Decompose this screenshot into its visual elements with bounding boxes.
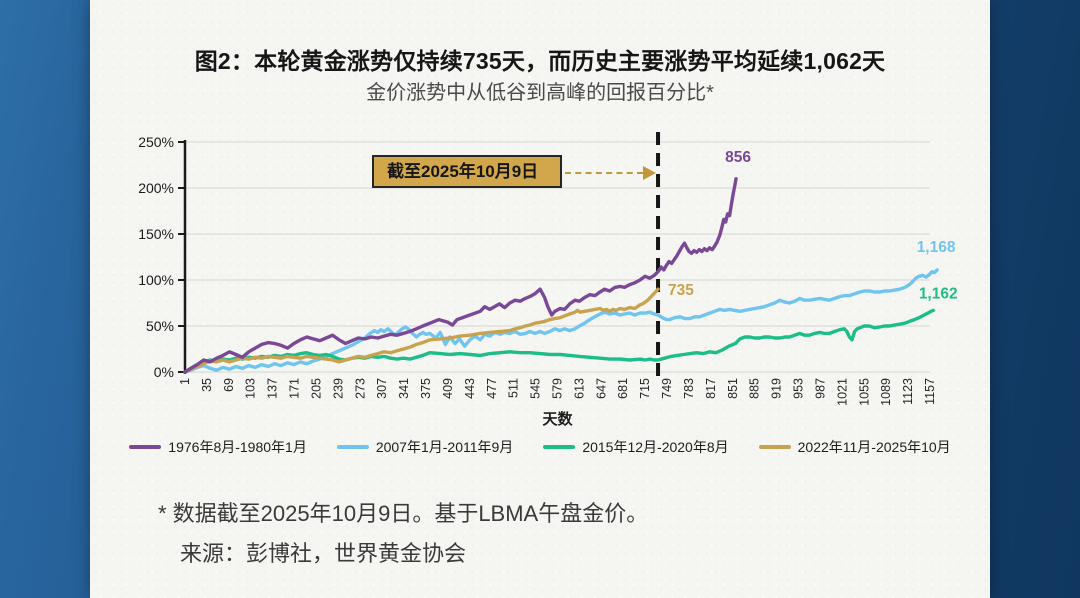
x-axis-label: 375	[419, 378, 433, 399]
chart-legend: 1976年8月-1980年1月 2007年1月-2011年9月 2015年12月…	[90, 437, 990, 457]
legend-swatch-green	[543, 445, 576, 449]
x-axis-label: 1123	[901, 378, 915, 405]
asof-date-callout: 截至2025年10月9日	[372, 155, 562, 188]
gold-rally-line-chart: 0% 50% 100% 150% 200% 250% 1 35 69 103 137 171 205 23…	[138, 132, 958, 428]
x-axis-label: 205	[309, 378, 323, 399]
x-axis-label: 1	[178, 378, 192, 385]
x-axis-label: 783	[682, 378, 696, 399]
y-axis-label: 200%	[138, 180, 174, 196]
x-axis-label: 545	[529, 378, 543, 399]
x-axis-label: 749	[660, 378, 674, 399]
y-axis-label: 250%	[138, 134, 174, 150]
x-axis-label: 137	[266, 378, 280, 399]
x-axis-label: 69	[222, 378, 236, 392]
source-line: 来源：彭博社，世界黄金协会	[180, 541, 467, 566]
x-axis-label: 919	[770, 378, 784, 399]
x-axis-label: 341	[397, 378, 411, 399]
x-axis-label: 443	[463, 378, 477, 399]
callout-arrow-head-icon	[643, 166, 656, 180]
x-axis-label: 681	[616, 378, 630, 399]
series-line	[183, 287, 660, 374]
x-axis-label: 579	[551, 378, 565, 399]
x-axis-label: 715	[638, 378, 652, 399]
x-axis-label: 307	[375, 378, 389, 399]
x-axis-label: 1157	[923, 378, 937, 405]
x-axis-label: 409	[441, 378, 455, 399]
data-footnote: * 数据截至2025年10月9日。基于LBMA午盘金价。	[158, 501, 649, 526]
legend-label: 2022年11月-2025年10月	[797, 439, 951, 455]
legend-swatch-purple	[129, 445, 162, 449]
x-axis-label: 239	[331, 378, 345, 399]
series-line	[183, 177, 738, 374]
x-axis-label: 1021	[835, 378, 849, 406]
x-axis-label: 511	[507, 378, 521, 398]
x-axis-label: 817	[704, 378, 718, 399]
x-axis-label: 1089	[879, 378, 893, 406]
legend-label: 1976年8月-1980年1月	[168, 439, 307, 455]
x-axis-label: 1055	[857, 378, 871, 406]
legend-item-1976: 1976年8月-1980年1月	[129, 437, 307, 457]
series-end-label: 1,162	[919, 285, 958, 302]
x-axis-label: 851	[726, 378, 740, 399]
x-axis-label: 647	[594, 378, 608, 399]
legend-swatch-gold	[758, 445, 791, 449]
x-axis-label: 171	[288, 378, 302, 399]
chart-title: 图2：本轮黄金涨势仅持续735天，而历史主要涨势平均延续1,062天	[194, 48, 886, 74]
x-axis-label: 987	[813, 378, 827, 399]
x-axis-label: 477	[485, 378, 499, 399]
legend-swatch-blue	[336, 445, 369, 449]
series-end-label: 735	[668, 282, 694, 299]
legend-label: 2015年12月-2020年8月	[582, 439, 729, 455]
chart-subtitle: 金价涨势中从低谷到高峰的回报百分比*	[366, 82, 714, 104]
series-line	[183, 308, 935, 374]
x-axis-label: 953	[792, 378, 806, 399]
series-line	[183, 268, 939, 374]
x-axis-label: 273	[353, 378, 367, 399]
x-axis-title: 天数	[542, 410, 573, 428]
x-axis-label: 885	[748, 378, 762, 399]
legend-item-2015: 2015年12月-2020年8月	[543, 437, 729, 457]
y-axis-label: 0%	[154, 364, 174, 380]
x-axis-label: 613	[572, 378, 586, 399]
x-axis-label: 103	[244, 378, 258, 399]
y-axis-label: 50%	[146, 318, 174, 334]
y-axis-label: 150%	[138, 226, 174, 242]
series-end-label: 856	[725, 149, 751, 166]
legend-item-2007: 2007年1月-2011年9月	[336, 437, 514, 457]
legend-label: 2007年1月-2011年9月	[375, 439, 514, 455]
callout-arrow-line	[565, 172, 643, 174]
legend-item-2022: 2022年11月-2025年10月	[758, 437, 951, 457]
y-axis-label: 100%	[138, 272, 174, 288]
chart-card: 图2：本轮黄金涨势仅持续735天，而历史主要涨势平均延续1,062天 金价涨势中…	[90, 0, 990, 598]
x-axis-label: 35	[200, 378, 214, 392]
series-end-label: 1,168	[917, 239, 956, 256]
